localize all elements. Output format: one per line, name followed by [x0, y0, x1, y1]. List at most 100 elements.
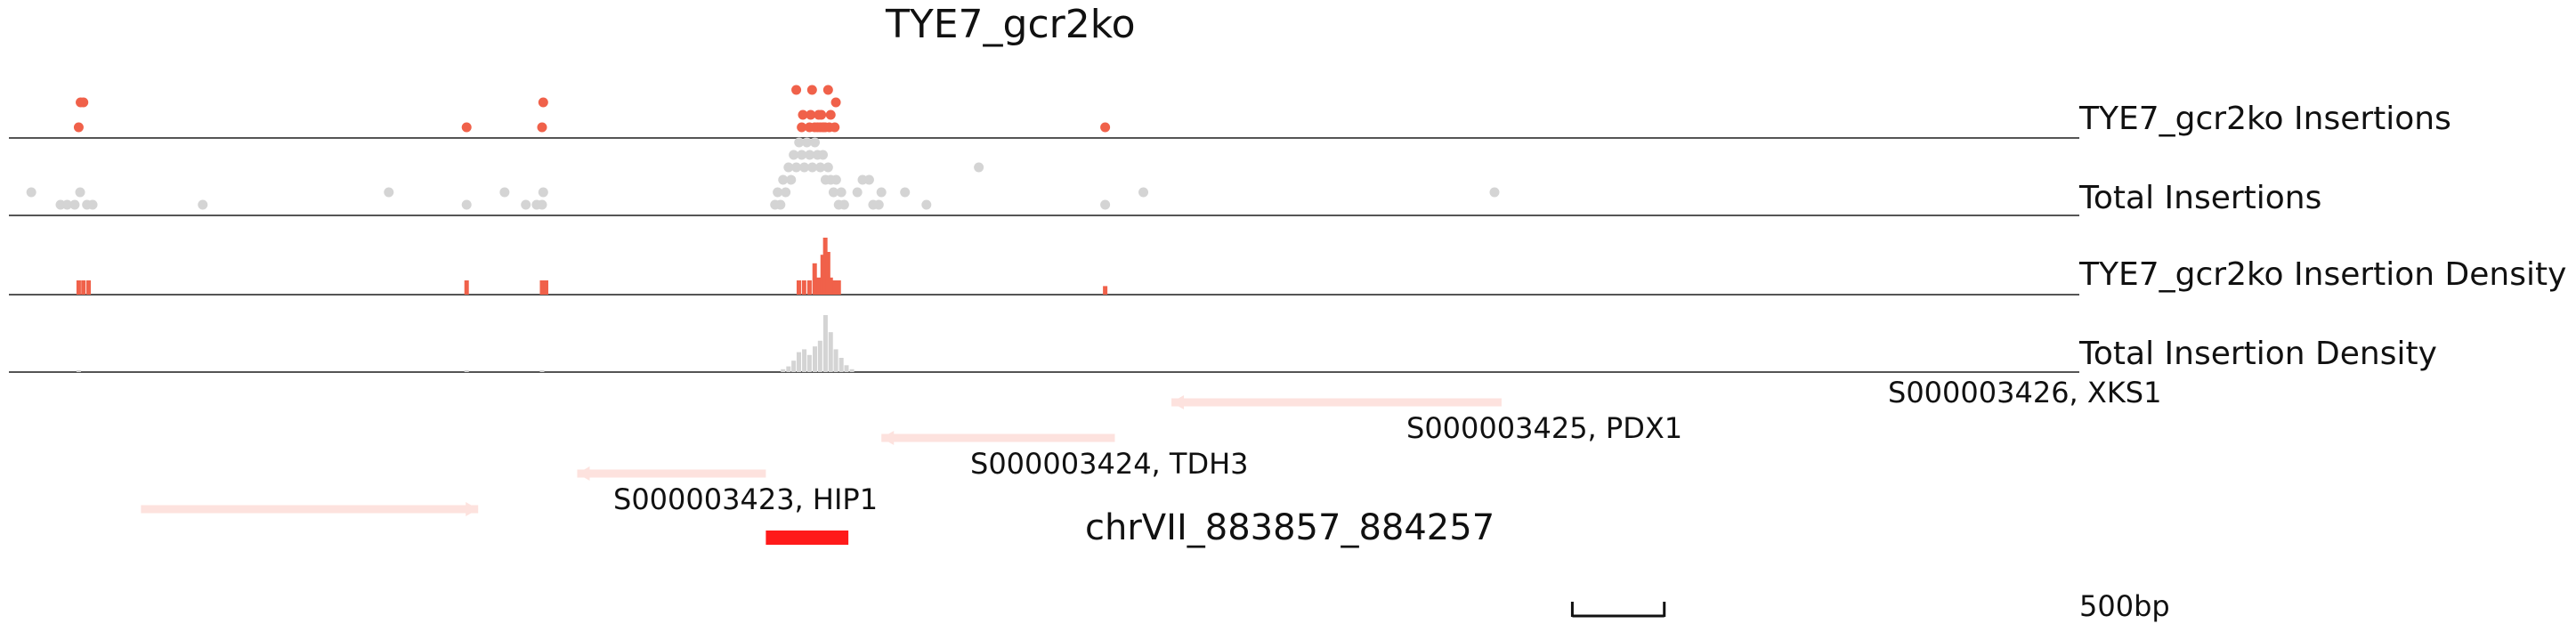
insertion-point: [773, 187, 783, 198]
density-bar: [833, 349, 838, 372]
total-density-bars: [76, 315, 855, 372]
insertion-point: [538, 187, 548, 198]
insertion-point: [830, 174, 841, 185]
density-bar: [820, 255, 825, 295]
insertion-point: [863, 174, 874, 185]
tye7-density-bars: [76, 238, 1108, 295]
insertion-point: [830, 122, 840, 133]
insertion-point: [1138, 187, 1149, 198]
insertion-point: [921, 199, 932, 210]
density-bar: [801, 280, 806, 295]
density-bar: [812, 263, 817, 295]
insertion-point: [538, 97, 548, 108]
insertion-point: [838, 199, 849, 210]
scale-bar-label: 500bp: [2079, 589, 2170, 623]
insertion-point: [974, 162, 984, 173]
gene-label-xks1: S000003426, XKS1: [1888, 376, 2162, 409]
insertion-point: [825, 109, 836, 120]
gene-arrow-head: [577, 466, 590, 481]
gene-label-tdh3: S000003424, TDH3: [970, 447, 1249, 481]
gene-label-pdx1: S000003425, PDX1: [1406, 411, 1683, 445]
insertion-point: [537, 199, 547, 210]
density-bar: [781, 369, 786, 372]
highlighted-region: [766, 531, 849, 545]
insertion-point: [797, 150, 807, 160]
insertion-point: [461, 199, 472, 210]
density-bar: [817, 340, 822, 372]
insertion-point: [75, 187, 85, 198]
density-bar: [816, 277, 822, 295]
region-bar: [766, 531, 849, 545]
insertion-point: [900, 187, 911, 198]
scale-bar: [1570, 602, 1666, 618]
insertion-point: [806, 85, 817, 95]
gene-label-hip1: S000003423, HIP1: [613, 482, 879, 516]
density-bar: [806, 280, 812, 295]
insertion-point: [1100, 199, 1111, 210]
insertion-point: [87, 199, 98, 210]
density-bar: [81, 280, 86, 295]
insertion-point: [797, 122, 807, 133]
insertion-point: [778, 174, 789, 185]
insertion-point: [789, 150, 799, 160]
insertion-point: [798, 109, 808, 120]
track-label-tye7-insertions: TYE7_gcr2ko Insertions: [2079, 101, 2451, 137]
density-bar: [791, 361, 797, 372]
gene-arrows: [141, 395, 1502, 516]
density-bar: [76, 280, 81, 295]
density-bar: [825, 252, 830, 295]
density-bar: [822, 315, 828, 372]
density-bar: [844, 365, 849, 372]
insertion-point: [78, 97, 89, 108]
insertion-point: [783, 162, 794, 173]
density-bar: [86, 280, 92, 295]
density-bar: [543, 280, 548, 295]
density-bar: [836, 280, 841, 295]
insertion-point: [828, 187, 838, 198]
insertion-point: [26, 187, 36, 198]
insertion-point: [822, 162, 833, 173]
density-bar: [464, 280, 469, 295]
insertion-point: [852, 187, 863, 198]
track-label-total-density: Total Insertion Density: [2079, 336, 2437, 372]
density-bar: [828, 332, 833, 372]
insertion-point: [461, 122, 472, 133]
insertion-point: [815, 162, 826, 173]
density-bar: [812, 346, 817, 372]
insertion-point: [816, 109, 827, 120]
insertion-point: [836, 187, 847, 198]
insertion-point: [799, 162, 810, 173]
insertion-point: [873, 199, 884, 210]
density-bar: [539, 280, 545, 295]
insertion-point: [775, 199, 786, 210]
gene-arrow-head: [881, 431, 895, 445]
density-bar: [464, 370, 469, 372]
density-bar: [832, 280, 838, 295]
region-label: chrVII_883857_884257: [1085, 507, 1495, 548]
insertion-point: [499, 187, 510, 198]
insertion-point: [786, 174, 797, 185]
insertion-point: [781, 187, 791, 198]
density-bar: [539, 370, 545, 372]
insertion-point: [69, 199, 80, 210]
total-insertions-points: [26, 137, 1500, 210]
track-label-tye7-density: TYE7_gcr2ko Insertion Density: [2079, 256, 2567, 293]
insertion-point: [806, 109, 816, 120]
insertion-point: [1489, 187, 1500, 198]
track-label-total-insertions: Total Insertions: [2079, 180, 2322, 216]
insertion-point: [61, 199, 72, 210]
tye7-insertions-points: [73, 85, 1111, 133]
gene-arrow-head: [466, 502, 479, 516]
insertion-point: [521, 199, 531, 210]
density-bar: [822, 238, 828, 295]
density-bar: [849, 369, 855, 372]
insertion-point: [794, 137, 805, 148]
density-bar: [796, 280, 801, 295]
insertion-point: [830, 97, 841, 108]
insertion-point: [791, 162, 802, 173]
gene-arrow-head: [1171, 395, 1185, 409]
density-bar: [786, 366, 791, 372]
insertion-point: [537, 122, 547, 133]
insertion-point: [805, 150, 815, 160]
